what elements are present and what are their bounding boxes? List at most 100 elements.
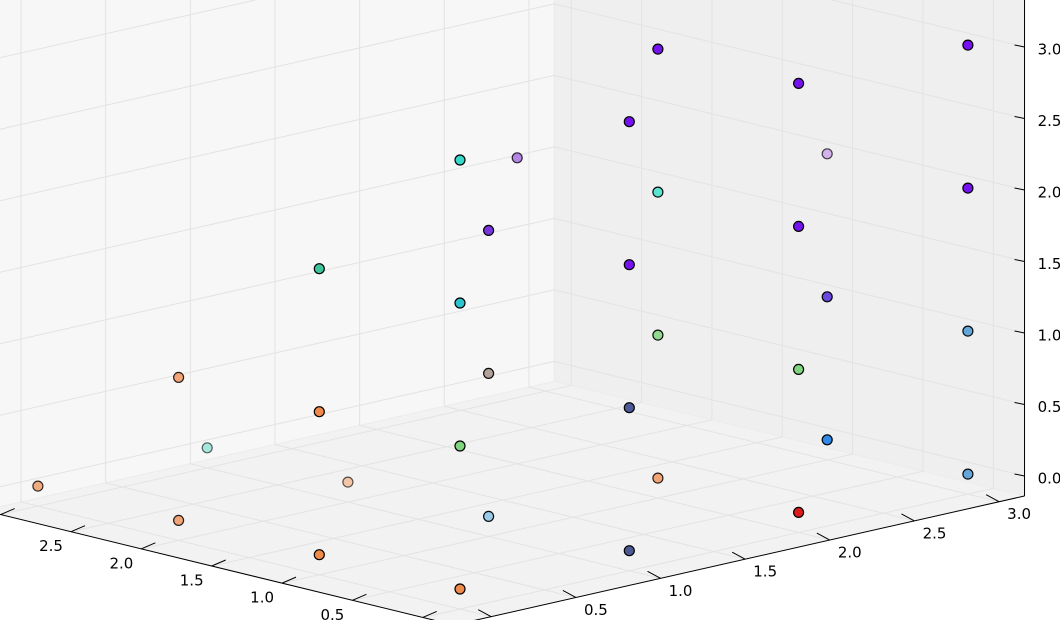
data-point — [962, 39, 974, 51]
x-tick-label: 1.0 — [250, 589, 274, 607]
data-point — [821, 434, 833, 446]
grid-line-z — [0, 146, 1025, 273]
data-point — [313, 549, 325, 561]
data-point — [652, 329, 664, 341]
z-tick-mark — [1014, 473, 1025, 477]
z-tick-label: 0.0 — [1038, 470, 1060, 488]
data-point — [313, 406, 325, 418]
grid-lines — [0, 0, 1025, 618]
data-point — [483, 367, 495, 379]
z-tick-label: 2.0 — [1038, 184, 1060, 202]
grid-line-x — [211, 0, 783, 567]
grid-line-y — [189, 0, 661, 579]
data-point — [623, 259, 635, 271]
grid-line-x — [352, 0, 924, 601]
data-point — [962, 182, 974, 194]
y-axis-line — [456, 495, 1025, 624]
y-tick-mark — [562, 590, 577, 598]
data-point — [511, 152, 523, 164]
data-point — [623, 545, 635, 557]
z-tick-mark — [1014, 187, 1025, 191]
y-tick-mark — [985, 494, 1000, 503]
x-axis-line — [0, 513, 452, 624]
grid-line-y — [274, 0, 746, 560]
grid-line-y — [359, 0, 830, 541]
grid-line-y — [105, 0, 577, 598]
y-tick-label: 0.5 — [584, 601, 608, 619]
z-tick-mark — [1014, 115, 1025, 119]
x-tick-mark — [281, 576, 297, 584]
y-tick-label: 1.5 — [753, 563, 777, 581]
grid-line-x — [70, 0, 643, 533]
data-point — [792, 506, 805, 519]
y-tick-label: 1.0 — [669, 582, 693, 600]
y-tick-label: 3.0 — [1007, 505, 1031, 523]
data-point — [792, 220, 805, 232]
x-tick-mark — [211, 559, 226, 567]
grid-line-z — [0, 74, 1025, 202]
x-tick-mark — [352, 593, 367, 601]
axis-lines — [0, 0, 1026, 624]
data-point — [623, 116, 635, 128]
x-tick-label: 2.5 — [39, 537, 63, 555]
x-tick-mark — [0, 508, 15, 516]
z-tick-label: 2.5 — [1038, 112, 1060, 130]
z-tick-mark — [1014, 330, 1025, 334]
y-tick-mark — [731, 551, 746, 560]
x-tick-mark — [70, 525, 86, 533]
x-tick-label: 2.0 — [109, 554, 133, 572]
y-tick-label: 2.0 — [838, 544, 862, 562]
data-point — [792, 363, 805, 375]
z-tick-label: 0.5 — [1038, 398, 1060, 416]
grid-line-z — [0, 360, 1025, 488]
x-tick-label: 1.5 — [180, 572, 204, 590]
grid-line-y — [20, 0, 492, 618]
data-point — [483, 510, 495, 523]
data-point — [652, 472, 664, 484]
y-tick-mark — [477, 609, 492, 618]
data-point — [454, 297, 466, 309]
data-point — [342, 476, 354, 488]
data-point — [201, 442, 213, 454]
grid-line-x — [141, 0, 713, 550]
x-tick-mark — [141, 542, 156, 550]
z-tick-label: 1.0 — [1038, 327, 1060, 345]
grid-line-z — [0, 0, 1025, 59]
x-tick-label: 0.5 — [320, 606, 344, 620]
data-point — [821, 291, 833, 303]
grid-line-y — [443, 0, 915, 522]
x-tick-mark — [422, 610, 437, 618]
grid-line-z — [0, 3, 1025, 130]
data-point — [792, 77, 805, 90]
data-point — [623, 402, 635, 414]
data-point — [454, 440, 466, 452]
grid-line-x — [0, 0, 572, 516]
data-points — [32, 39, 974, 595]
data-point — [173, 371, 185, 383]
y-tick-mark — [816, 532, 831, 541]
z-tick-mark — [1014, 44, 1025, 48]
z-tick-label: 3.0 — [1038, 41, 1060, 59]
z-tick-label: 1.5 — [1038, 255, 1060, 273]
y-tick-mark — [647, 570, 661, 579]
grid-line-y — [528, 0, 1000, 503]
y-tick-mark — [901, 513, 915, 522]
y-tick-label: 2.5 — [923, 524, 947, 542]
data-point — [962, 325, 974, 337]
data-point — [962, 468, 974, 480]
grid-line-x — [281, 0, 854, 584]
grid-line-x — [422, 0, 994, 618]
axis-panes — [0, 0, 1026, 624]
data-point — [821, 148, 833, 160]
data-point — [313, 263, 325, 275]
data-point — [454, 154, 466, 166]
data-point — [483, 224, 495, 236]
data-point — [454, 583, 466, 595]
grid-line-z — [0, 217, 1025, 345]
data-point — [652, 186, 664, 198]
z-tick-mark — [1014, 401, 1025, 405]
data-point — [652, 43, 664, 55]
data-point — [32, 480, 44, 492]
